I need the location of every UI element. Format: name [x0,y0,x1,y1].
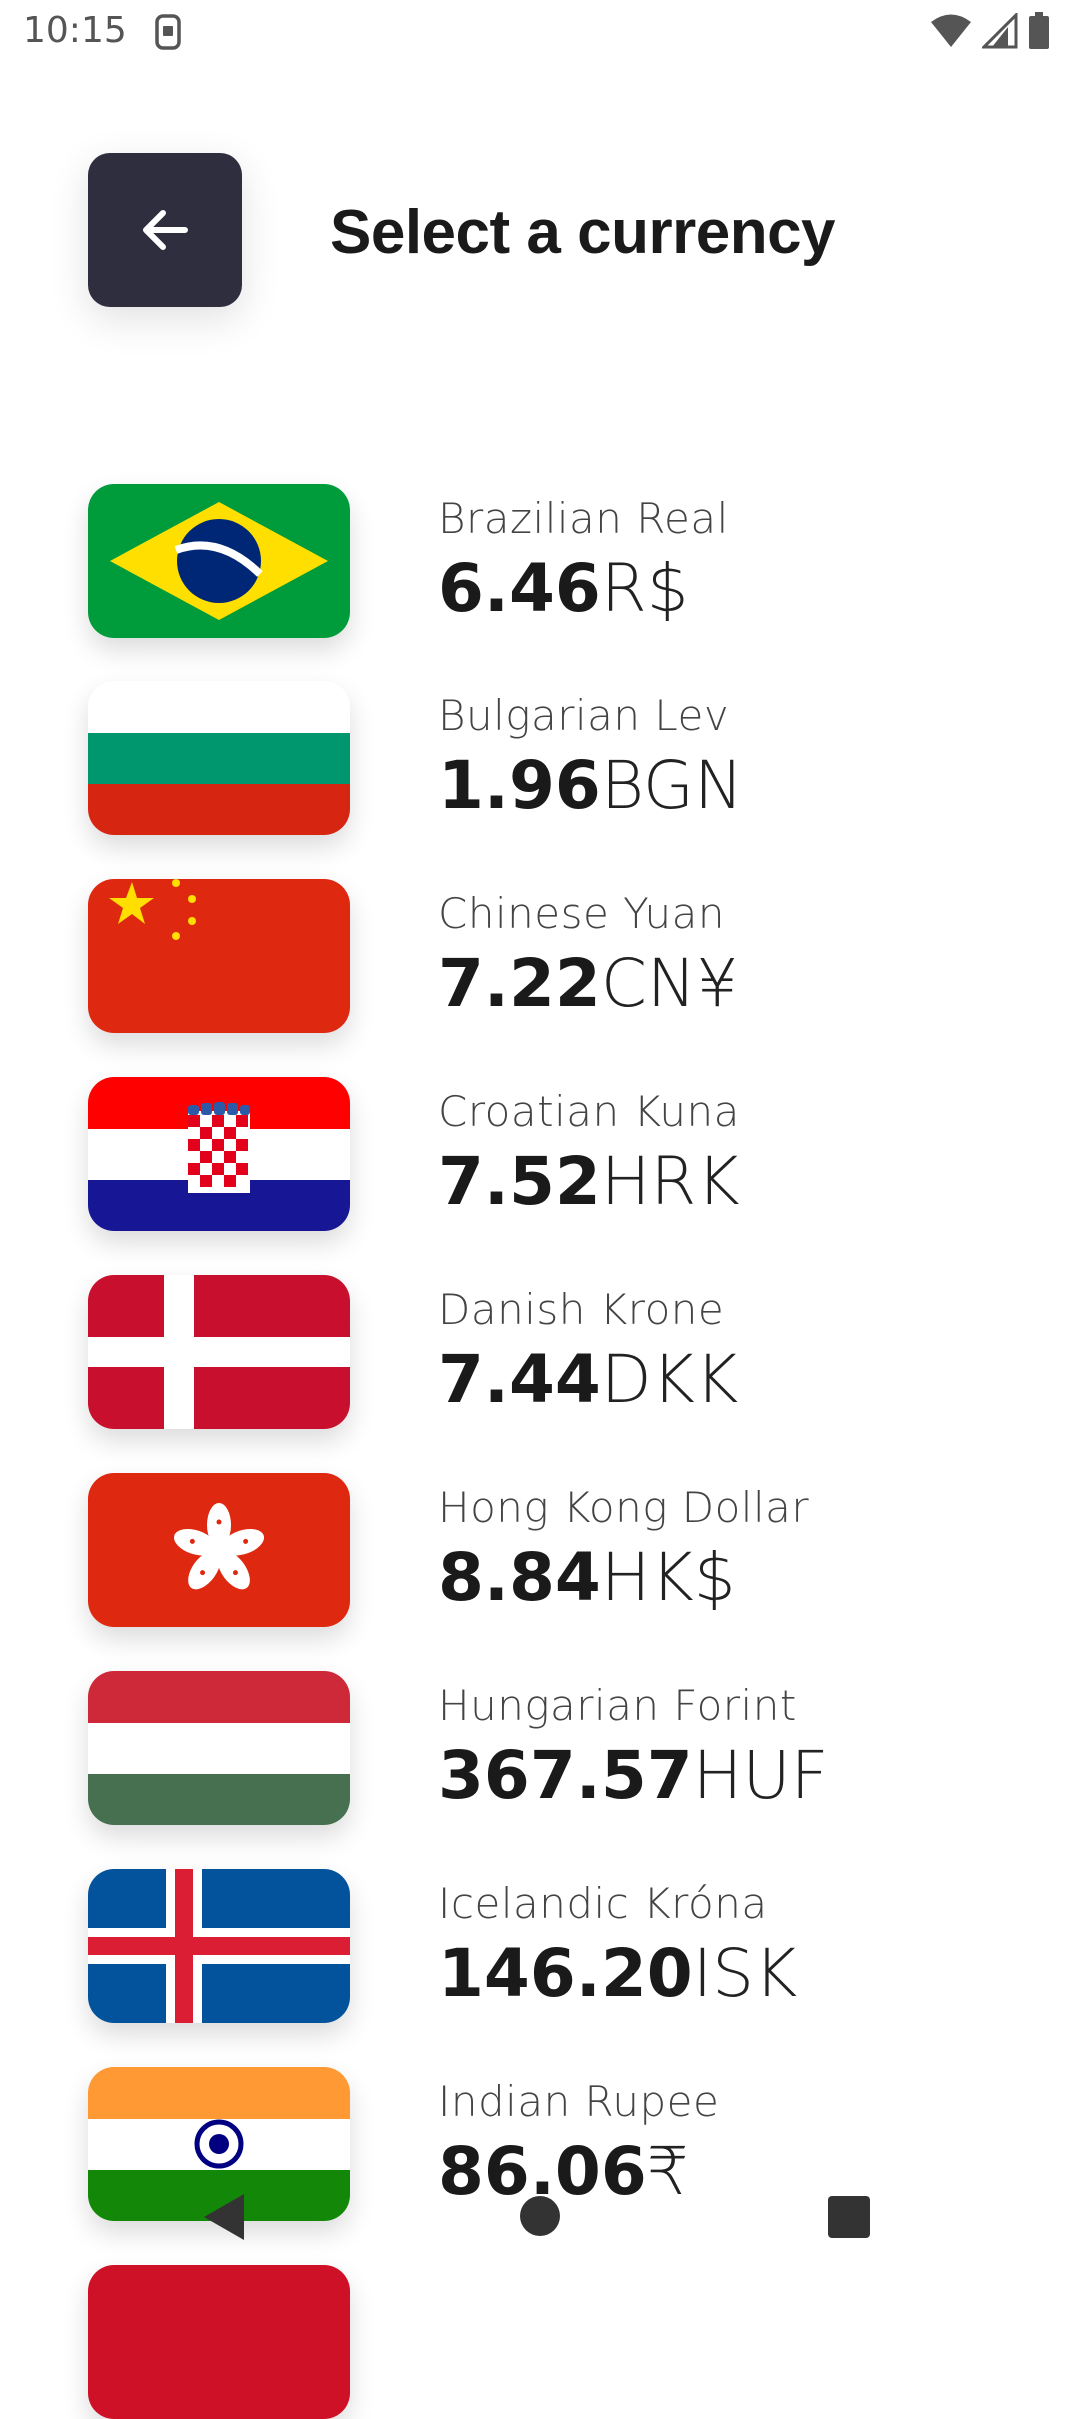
currency-rate: 1.96BGN [438,753,743,819]
currency-amount: 1.96 [438,747,601,824]
bulgaria-flag-icon [88,681,350,835]
currency-amount: 7.22 [438,945,601,1022]
system-nav-bar [0,2180,1080,2260]
currency-name: Indian Rupee [438,2077,720,2126]
signal-icon [982,13,1018,49]
currency-rate: 7.52HRK [438,1149,740,1215]
currency-rate: 7.44DKK [438,1347,738,1413]
currency-item-danish-krone[interactable]: Danish Krone 7.44DKK [0,1275,1080,1429]
currency-rate: 86.06₹ [438,2139,689,2205]
croatia-flag-icon [88,1077,350,1231]
flag-icon-partial [88,2265,350,2419]
currency-code: BGN [600,747,744,824]
status-time: 10:15 [23,10,127,51]
back-button[interactable] [88,153,242,307]
currency-item-hungarian-forint[interactable]: Hungarian Forint 367.57HUF [0,1671,1080,1825]
currency-code: HK$ [600,1539,736,1616]
battery-icon [1029,12,1049,49]
currency-code: HRK [600,1143,740,1220]
currency-item-chinese-yuan[interactable]: Chinese Yuan 7.22CN¥ [0,879,1080,1033]
hungary-flag-icon [88,1671,350,1825]
currency-rate: 367.57HUF [438,1743,829,1809]
currency-amount: 6.46 [438,550,601,627]
currency-code: ISK [692,1935,798,2012]
hong-kong-flag-icon [88,1473,350,1627]
currency-rate: 146.20ISK [438,1941,797,2007]
currency-amount: 7.44 [438,1341,601,1418]
currency-name: Icelandic Króna [438,1879,768,1928]
currency-name: Hungarian Forint [438,1681,797,1730]
iceland-flag-icon [88,1869,350,2023]
currency-name: Hong Kong Dollar [438,1483,810,1532]
nav-back-icon[interactable] [204,2194,244,2240]
page-title: Select a currency [330,198,836,267]
currency-amount: 367.57 [438,1737,693,1814]
arrow-left-icon [143,210,188,250]
currency-name: Bulgarian Lev [438,691,730,740]
currency-name: Croatian Kuna [438,1087,740,1136]
nav-home-icon[interactable] [520,2196,560,2236]
currency-amount: 146.20 [438,1935,693,2012]
currency-item-indian-rupee[interactable]: Indian Rupee 86.06₹ [0,2067,1080,2221]
sim-card-icon [155,14,181,50]
currency-name: Danish Krone [438,1285,725,1334]
currency-item-hong-kong-dollar[interactable]: Hong Kong Dollar 8.84HK$ [0,1473,1080,1627]
currency-item-croatian-kuna[interactable]: Croatian Kuna 7.52HRK [0,1077,1080,1231]
currency-amount: 7.52 [438,1143,601,1220]
currency-code: ₹ [646,2133,689,2210]
currency-rate: 8.84HK$ [438,1545,736,1611]
currency-code: R$ [600,550,689,627]
currency-amount: 8.84 [438,1539,601,1616]
denmark-flag-icon [88,1275,350,1429]
wifi-icon [931,14,971,47]
currency-item-brazilian-real[interactable]: Brazilian Real 6.46R$ [0,484,1080,638]
currency-code: DKK [600,1341,739,1418]
currency-name: Brazilian Real [438,494,729,543]
currency-rate: 6.46R$ [438,556,689,622]
currency-code: CN¥ [600,945,739,1022]
brazil-flag-icon [88,484,350,638]
nav-recents-icon[interactable] [828,2196,870,2238]
status-icons [930,12,1050,50]
china-flag-icon [88,879,350,1033]
india-flag-icon [88,2067,350,2221]
currency-item-icelandic-krona[interactable]: Icelandic Króna 146.20ISK [0,1869,1080,2023]
currency-item-bulgarian-lev[interactable]: Bulgarian Lev 1.96BGN [0,681,1080,835]
currency-rate: 7.22CN¥ [438,951,738,1017]
status-bar: 10:15 [0,0,1080,64]
currency-name: Chinese Yuan [438,889,725,938]
currency-amount: 86.06 [438,2133,647,2210]
currency-code: HUF [692,1737,829,1814]
currency-item-partial[interactable] [0,2265,1080,2419]
